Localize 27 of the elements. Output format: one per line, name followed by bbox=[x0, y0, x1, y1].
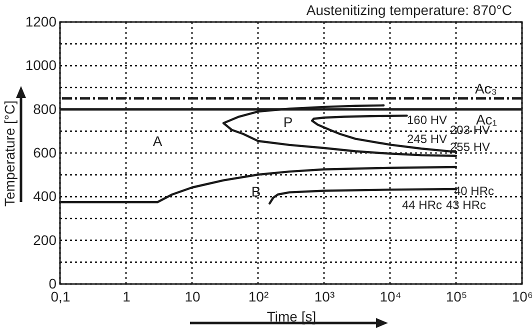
annotation: 160 HV bbox=[406, 113, 448, 127]
y-tick-label: 600 bbox=[33, 144, 57, 160]
y-tick-label: 400 bbox=[33, 188, 57, 204]
annotation: P bbox=[283, 114, 293, 130]
y-tick-label: 200 bbox=[33, 232, 57, 248]
annotation: 245 HV bbox=[406, 132, 448, 146]
x-tick-label: 10³ bbox=[314, 288, 335, 304]
y-tick-label: 1000 bbox=[25, 57, 57, 74]
x-tick-label: 10 bbox=[184, 288, 200, 304]
y-tick-label: 0 bbox=[48, 276, 57, 292]
annotation: 44 HRc bbox=[402, 198, 442, 212]
y-tick-label: 1200 bbox=[25, 14, 57, 30]
chart-title: Austenitizing temperature: 870°C bbox=[306, 2, 512, 18]
annotation: 43 HRc bbox=[446, 198, 486, 212]
annotation: 40 HRc bbox=[454, 184, 494, 198]
x-tick-label: 10⁶ bbox=[512, 288, 532, 304]
annotation: 255 HV bbox=[450, 140, 490, 154]
annotation: A bbox=[152, 133, 163, 149]
x-tick-label: 10⁴ bbox=[380, 288, 402, 304]
x-tick-label: 10⁵ bbox=[446, 288, 468, 304]
x-tick-label: 0,1 bbox=[50, 288, 70, 304]
y-tick-label: 800 bbox=[33, 100, 57, 117]
y-axis-title: Temperature [°C] bbox=[2, 100, 18, 206]
ref-line-label: Ac₃ bbox=[474, 80, 497, 96]
x-tick-label: 1 bbox=[122, 288, 131, 304]
annotation: B bbox=[251, 184, 261, 200]
x-tick-label: 10² bbox=[248, 288, 269, 304]
